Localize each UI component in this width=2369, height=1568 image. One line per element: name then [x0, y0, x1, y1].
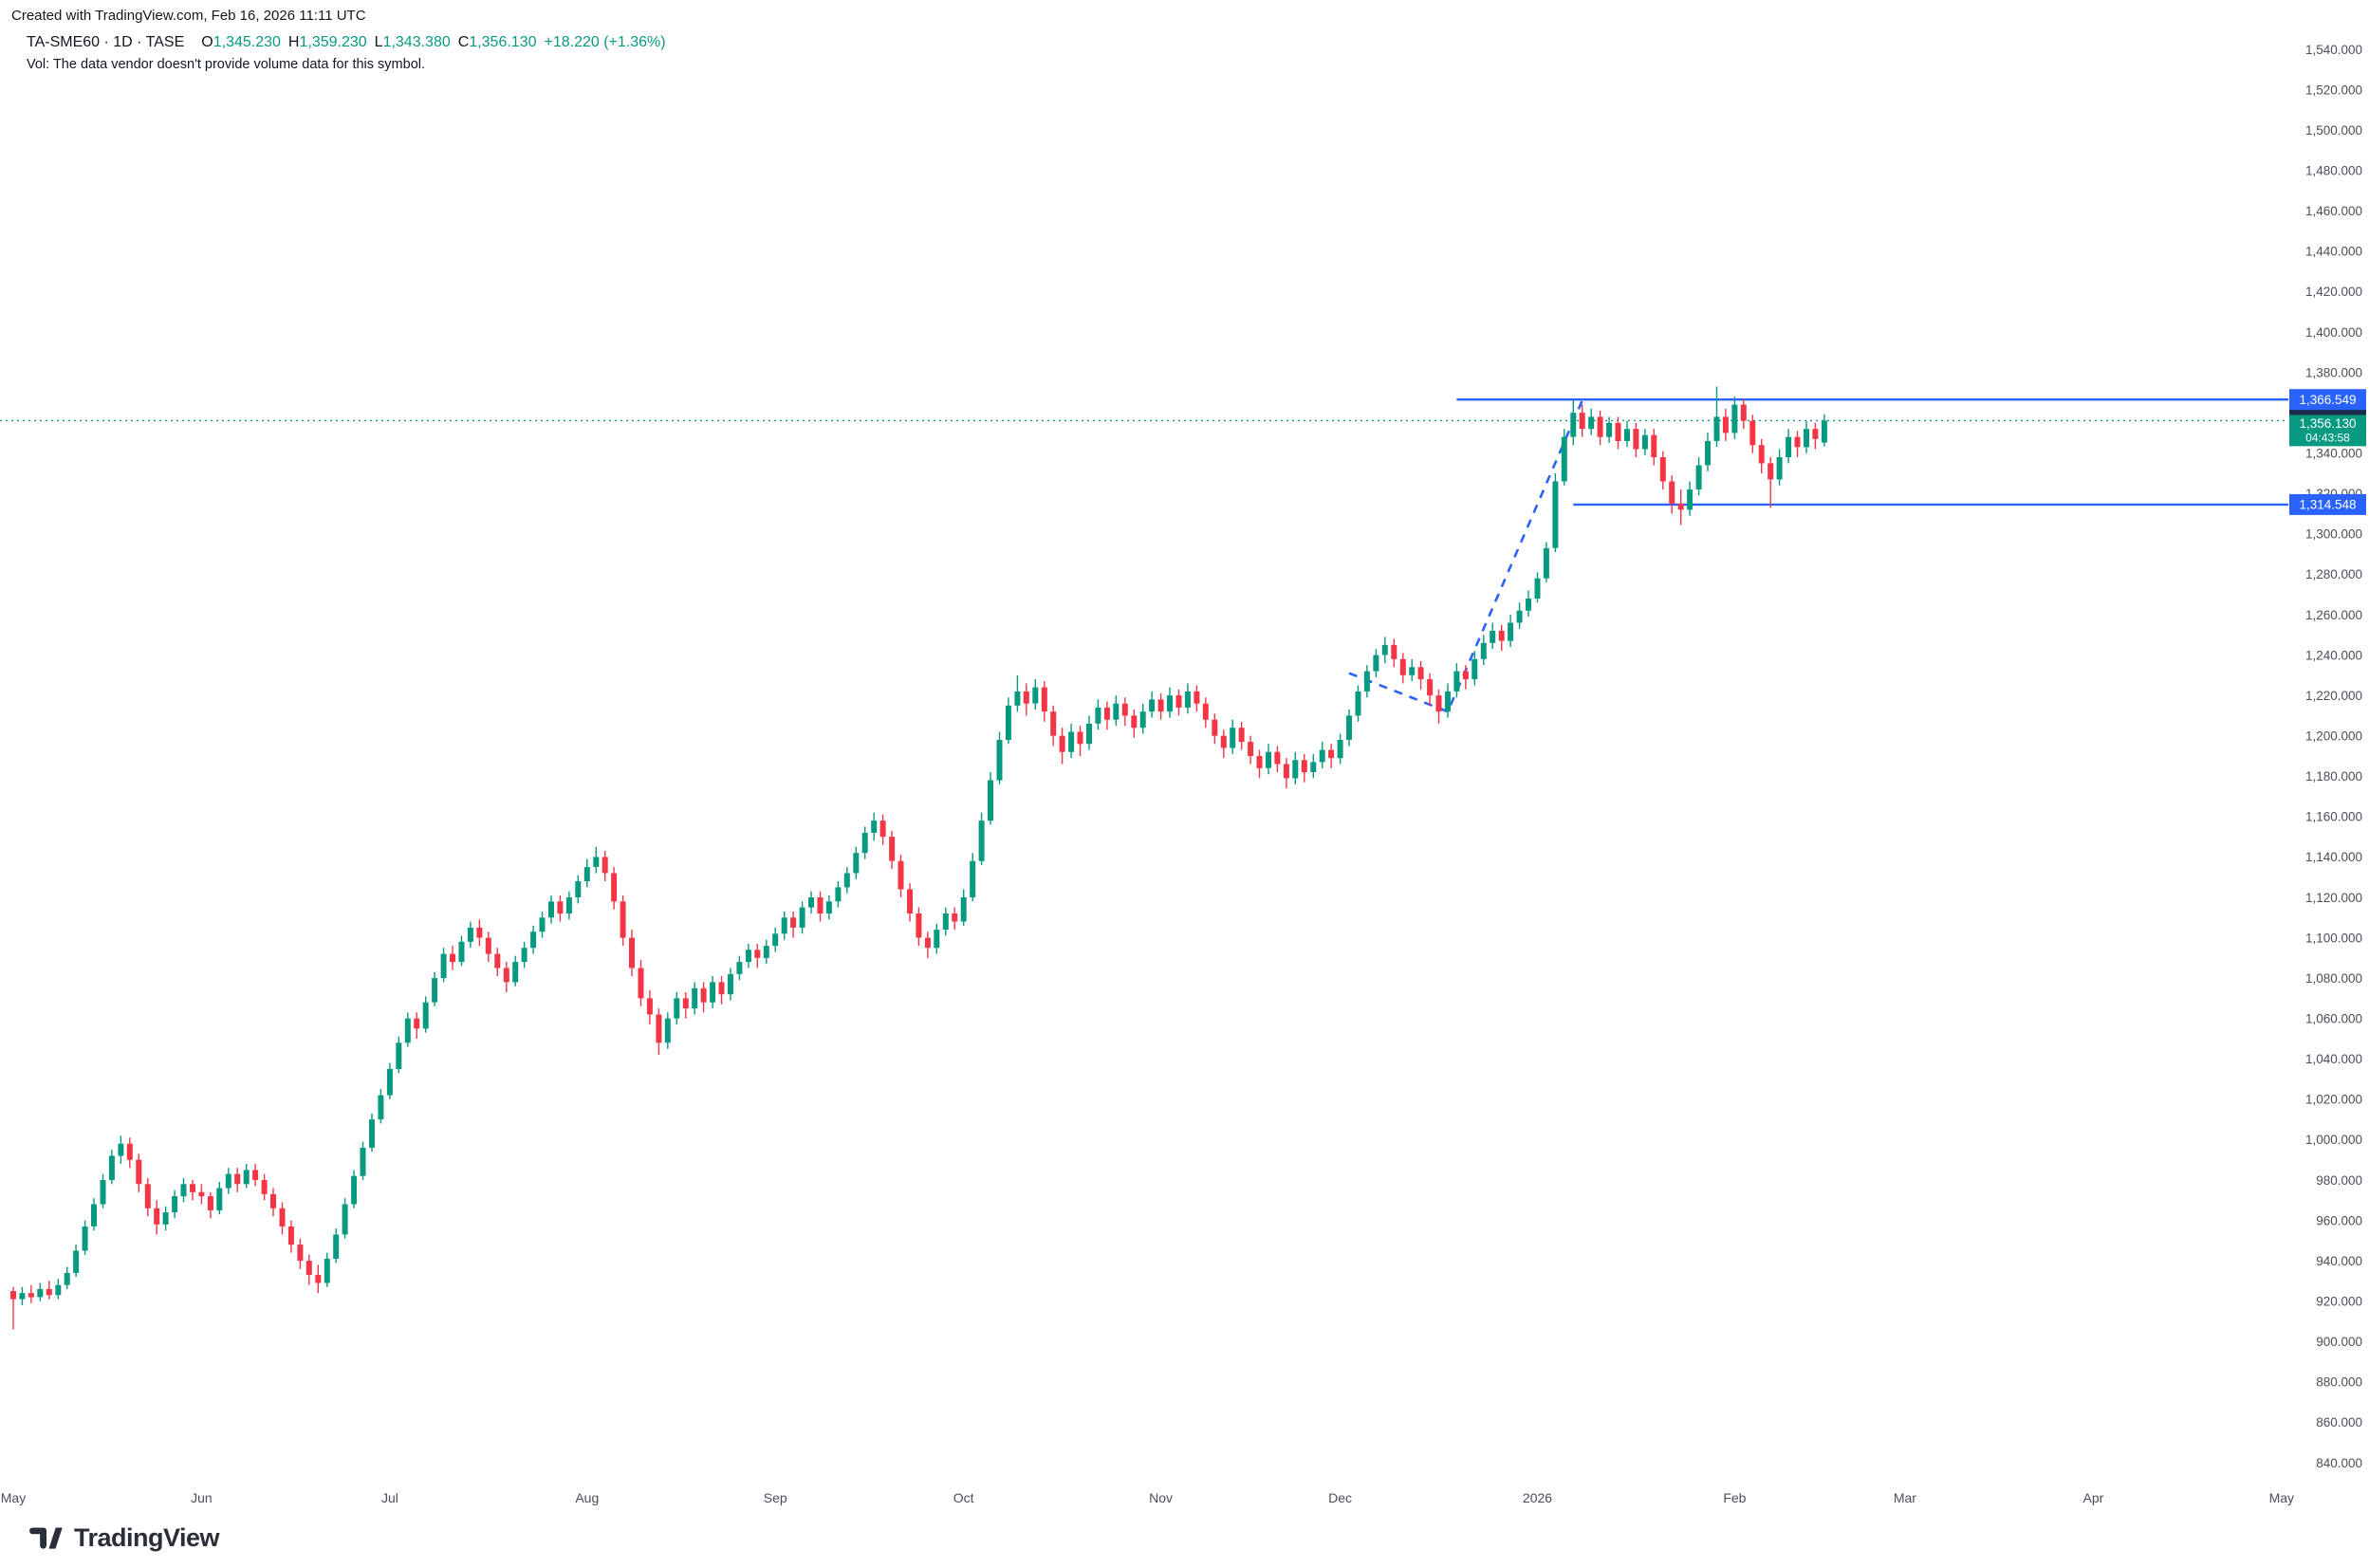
svg-text:Apr: Apr	[2083, 1490, 2104, 1505]
svg-text:1,300.000: 1,300.000	[2305, 527, 2362, 542]
svg-text:980.000: 980.000	[2316, 1173, 2362, 1188]
svg-text:920.000: 920.000	[2316, 1295, 2362, 1309]
last-price-label	[2289, 415, 2366, 447]
svg-text:Aug: Aug	[575, 1490, 599, 1505]
svg-text:860.000: 860.000	[2316, 1415, 2362, 1430]
svg-text:1,400.000: 1,400.000	[2305, 325, 2362, 340]
svg-text:Mar: Mar	[1894, 1490, 1916, 1505]
svg-text:1,540.000: 1,540.000	[2305, 43, 2362, 57]
svg-text:Feb: Feb	[1723, 1490, 1746, 1505]
bar-countdown: 04:43:58	[2305, 431, 2350, 444]
svg-text:1,260.000: 1,260.000	[2305, 608, 2362, 622]
high-value: 1,359.230	[299, 34, 367, 50]
open-value: 1,345.230	[213, 34, 281, 50]
dashed-trendline-drawing	[1348, 399, 1583, 713]
close-label: C	[457, 34, 470, 50]
svg-text:1,120.000: 1,120.000	[2305, 891, 2362, 905]
svg-text:1,460.000: 1,460.000	[2305, 204, 2362, 218]
svg-text:1,000.000: 1,000.000	[2305, 1133, 2362, 1147]
svg-text:1,240.000: 1,240.000	[2305, 648, 2362, 662]
close-value: 1,356.130	[469, 34, 537, 50]
low-value: 1,343.380	[382, 34, 451, 50]
svg-text:1,140.000: 1,140.000	[2305, 850, 2362, 864]
svg-text:960.000: 960.000	[2316, 1213, 2362, 1227]
svg-text:1,380.000: 1,380.000	[2305, 365, 2362, 379]
svg-text:Sep: Sep	[764, 1490, 787, 1505]
x-axis-labels: May Jun Jul Aug Sep Oct Nov Dec 2026 Feb Mar Apr May	[1, 1490, 2294, 1505]
svg-text:1,020.000: 1,020.000	[2305, 1093, 2362, 1107]
svg-text:1,040.000: 1,040.000	[2305, 1052, 2362, 1066]
svg-text:880.000: 880.000	[2316, 1375, 2362, 1390]
svg-text:1,100.000: 1,100.000	[2305, 931, 2362, 945]
svg-text:1,480.000: 1,480.000	[2305, 164, 2362, 178]
legend-row: TA-SME60 · 1D · TASE O1,345.230 H1,359.230…	[27, 34, 666, 51]
svg-text:1,220.000: 1,220.000	[2305, 689, 2362, 703]
svg-text:1,080.000: 1,080.000	[2305, 971, 2362, 986]
attribution-text: Created with TradingView.com, Feb 16, 20…	[11, 8, 366, 24]
svg-text:Nov: Nov	[1149, 1490, 1173, 1505]
svg-text:840.000: 840.000	[2316, 1456, 2362, 1470]
tradingview-logo[interactable]: TradingView	[28, 1520, 220, 1556]
svg-text:1,314.548: 1,314.548	[2299, 498, 2356, 512]
svg-text:Jul: Jul	[381, 1490, 398, 1505]
svg-text:940.000: 940.000	[2316, 1254, 2362, 1268]
low-label: L	[374, 34, 383, 50]
svg-text:1,356.130: 1,356.130	[2299, 416, 2356, 431]
svg-text:Dec: Dec	[1328, 1490, 1352, 1505]
svg-text:2026: 2026	[1523, 1490, 1552, 1505]
candlestick-series	[10, 386, 1827, 1330]
svg-text:1,180.000: 1,180.000	[2305, 769, 2362, 784]
svg-text:900.000: 900.000	[2316, 1335, 2362, 1349]
svg-text:1,160.000: 1,160.000	[2305, 810, 2362, 824]
svg-text:1,280.000: 1,280.000	[2305, 567, 2362, 581]
svg-text:1,440.000: 1,440.000	[2305, 245, 2362, 259]
tradingview-logo-icon	[29, 1527, 63, 1549]
svg-text:Oct: Oct	[953, 1490, 974, 1505]
open-label: O	[201, 34, 213, 50]
symbol-title[interactable]: TA-SME60 · 1D · TASE	[27, 34, 185, 50]
svg-text:1,200.000: 1,200.000	[2305, 729, 2362, 744]
svg-text:1,366.549: 1,366.549	[2299, 393, 2356, 407]
svg-text:1,420.000: 1,420.000	[2305, 285, 2362, 299]
svg-text:1,520.000: 1,520.000	[2305, 83, 2362, 97]
svg-text:1,340.000: 1,340.000	[2305, 447, 2362, 461]
tradingview-logo-text: TradingView	[74, 1522, 220, 1552]
high-label: H	[287, 34, 300, 50]
svg-text:May: May	[1, 1490, 26, 1505]
svg-text:1,060.000: 1,060.000	[2305, 1012, 2362, 1026]
volume-note: Vol: The data vendor doesn't provide vol…	[27, 57, 426, 72]
svg-text:May: May	[2269, 1490, 2294, 1505]
svg-text:Jun: Jun	[191, 1490, 213, 1505]
svg-text:1,500.000: 1,500.000	[2305, 123, 2362, 138]
y-axis-labels: 840.000 860.000 880.000 900.000 920.000 940.0…	[2305, 43, 2362, 1470]
change-value: +18.220 (+1.36%)	[544, 34, 666, 50]
